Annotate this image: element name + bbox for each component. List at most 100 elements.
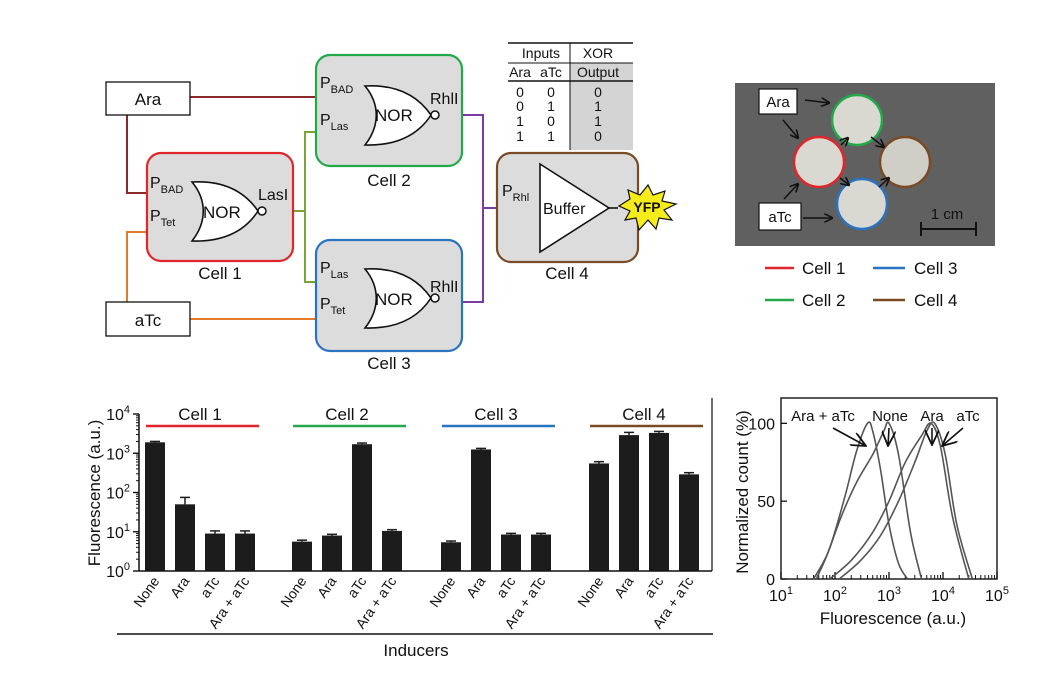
- bar: [649, 432, 669, 571]
- cell4-label: Cell 4: [545, 264, 588, 283]
- bar: [501, 534, 521, 571]
- cell3-box: NOR PLas PTet RhlI Cell 3: [314, 238, 464, 373]
- bar: [175, 504, 195, 571]
- ara-input: Ara: [105, 81, 191, 116]
- cell2-label: Cell 2: [367, 171, 410, 190]
- atc-input-label: aTc: [135, 311, 162, 330]
- histogram-series-arrow: [942, 427, 964, 446]
- bar-category-label: aTc: [197, 574, 223, 601]
- cell2-input1-label: PBAD: [320, 75, 353, 96]
- bar-group-label: Cell 2: [325, 405, 368, 424]
- svg-text:1: 1: [547, 98, 555, 114]
- colony-cell2: [830, 93, 884, 147]
- bar-category-label: aTc: [641, 574, 667, 601]
- svg-text:1: 1: [594, 98, 602, 114]
- table-group-xor: XOR: [583, 45, 613, 61]
- histogram-series-label: Ara: [920, 408, 944, 425]
- svg-text:0: 0: [594, 128, 602, 144]
- svg-text:0: 0: [547, 113, 555, 129]
- histogram-plot: 101 102 103 104 105 0 50 100 Ara + aTc None Ara aTc: [748, 397, 1009, 605]
- svg-text:0: 0: [516, 84, 524, 100]
- histogram-y-tick-label: 50: [757, 494, 775, 511]
- bar: [471, 449, 491, 571]
- cell3-nor-bubble: [430, 293, 440, 303]
- svg-text:1: 1: [516, 128, 524, 144]
- cell3-input1-label: PLas: [320, 260, 349, 281]
- svg-text:0: 0: [547, 84, 555, 100]
- bar: [352, 444, 372, 571]
- cell4-gate-label: Buffer: [543, 201, 586, 218]
- bar-category-label: None: [426, 573, 458, 610]
- histogram-series-line: [829, 422, 970, 580]
- cell3-nor-gate: [363, 268, 432, 329]
- bar-chart-y-label: Fluorescence (a.u.): [85, 420, 104, 566]
- plate-photo: Ara aTc 1 cm: [735, 83, 995, 246]
- bar-category-label: Ara: [314, 573, 340, 600]
- colony-cell4: [878, 135, 932, 189]
- histogram-series-arrow: [888, 427, 889, 446]
- yfp-burst-icon: [617, 183, 678, 232]
- cell2-nor-bubble: [430, 110, 440, 120]
- bar-group-label: Cell 3: [474, 405, 517, 424]
- histogram-series-label: None: [872, 408, 908, 425]
- scale-bar-label: 1 cm: [931, 206, 964, 223]
- cell1-input2-label: PTet: [150, 208, 175, 229]
- cell1-gate-label: NOR: [203, 203, 241, 222]
- cell4-buffer-gate: [539, 162, 611, 254]
- svg-text:1: 1: [594, 113, 602, 129]
- legend-item-cell4: Cell 4: [873, 291, 957, 310]
- bar-group-label: Cell 1: [178, 405, 221, 424]
- svg-text:1: 1: [547, 128, 555, 144]
- yfp-label: YFP: [633, 199, 660, 215]
- table-row: 0 1 1: [516, 98, 602, 114]
- cell1-box: NOR PBAD PTet LasI Cell 1: [145, 151, 295, 283]
- photo-arrows: [782, 100, 889, 218]
- colony-cell1: [792, 135, 846, 189]
- photo-ara-label: Ara: [758, 88, 798, 115]
- cell4-input-label: PRhl: [502, 183, 529, 204]
- bar: [531, 534, 551, 571]
- photo-atc-label: aTc: [758, 202, 802, 231]
- table-row: 1 1 0: [516, 128, 602, 144]
- bar: [235, 533, 255, 571]
- bar-category-label: None: [574, 573, 606, 610]
- bar: [205, 533, 225, 571]
- svg-text:Cell 1: Cell 1: [802, 259, 845, 278]
- histogram-series-line: [815, 421, 909, 580]
- colony-cell3: [835, 177, 889, 231]
- svg-text:Cell 4: Cell 4: [914, 291, 957, 310]
- histogram-series-label: aTc: [956, 408, 980, 425]
- bar: [292, 541, 312, 571]
- bar-chart-y-ticks: 100 101 102 103 104: [106, 404, 130, 581]
- bar-chart-tick-label: 100: [106, 561, 130, 581]
- bar-chart-tick-label: 102: [106, 483, 130, 503]
- cell3-label: Cell 3: [367, 354, 410, 373]
- histogram-x-tick-label: 101: [769, 585, 793, 605]
- svg-text:0: 0: [516, 98, 524, 114]
- histogram-x-tick-label: 104: [931, 585, 955, 605]
- table-col-atc: aTc: [540, 64, 562, 80]
- cell3-gate-label: NOR: [375, 290, 413, 309]
- cell1-output-label: LasI: [258, 187, 288, 204]
- histogram-chart: Normalized count (%) Fluorescence (a.u.)…: [733, 397, 1009, 628]
- bar: [322, 535, 342, 571]
- table-row: 0 0 0: [516, 84, 602, 100]
- histogram-x-tick-label: 105: [985, 585, 1009, 605]
- bar: [619, 435, 639, 571]
- svg-text:0: 0: [594, 84, 602, 100]
- histogram-y-label: Normalized count (%): [733, 410, 752, 573]
- cell2-input2-label: PLas: [320, 112, 349, 133]
- bar: [679, 474, 699, 571]
- table-col-output: Output: [577, 64, 619, 80]
- cell1-label: Cell 1: [198, 264, 241, 283]
- bar-category-label: Ara: [463, 573, 489, 600]
- histogram-series-arrow: [832, 427, 866, 446]
- bar-chart: 100 101 102 103 104 Fluorescence (a.u.) Cell…: [85, 398, 713, 660]
- bar-category-label: Ara: [167, 573, 193, 600]
- cell2-output-label: RhlI: [430, 91, 458, 108]
- truth-table: Inputs XOR Ara aTc Output 0 0 0 0 1 1 1 …: [508, 42, 633, 150]
- table-group-inputs: Inputs: [522, 45, 560, 61]
